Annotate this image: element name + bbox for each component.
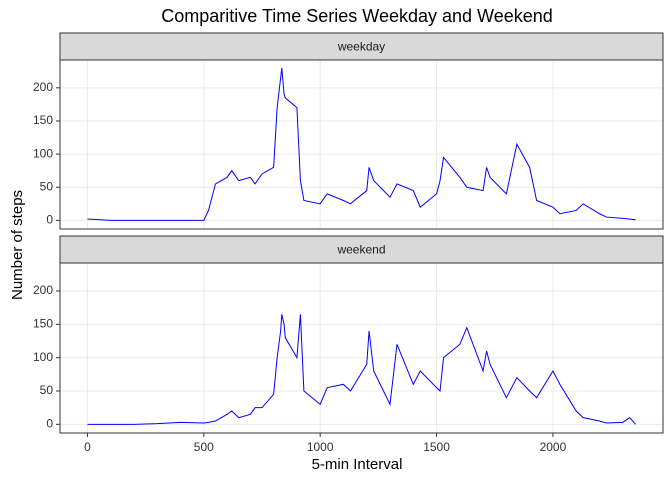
facet-label: weekend [336,243,385,257]
facet-strip [59,32,664,61]
x-tick-label: 500 [194,440,214,454]
y-tick-label: 100 [33,350,53,364]
chart-title: Comparitive Time Series Weekday and Week… [161,6,553,26]
panel-border [59,59,664,230]
y-tick-label: 0 [46,213,53,227]
x-tick-label: 1000 [307,440,334,454]
y-tick-label: 200 [33,283,53,297]
panel [60,60,663,229]
y-tick-label: 200 [33,80,53,94]
x-tick-label: 1500 [423,440,450,454]
y-axis-label: Number of steps [9,190,26,300]
y-tick-label: 100 [33,146,53,160]
y-tick-label: 150 [33,317,53,331]
y-tick-label: 150 [33,113,53,127]
panel [60,263,663,433]
series-line [87,67,636,221]
facet-strip [59,235,664,264]
y-tick-label: 0 [46,417,53,431]
facet-label: weekday [337,40,385,54]
x-axis-label: 5-min Interval [312,456,403,473]
y-tick-label: 50 [40,179,54,193]
x-tick-label: 0 [84,440,91,454]
x-tick-label: 2000 [540,440,567,454]
y-tick-label: 50 [40,383,54,397]
panel-border [59,262,664,434]
series-line [87,314,636,425]
